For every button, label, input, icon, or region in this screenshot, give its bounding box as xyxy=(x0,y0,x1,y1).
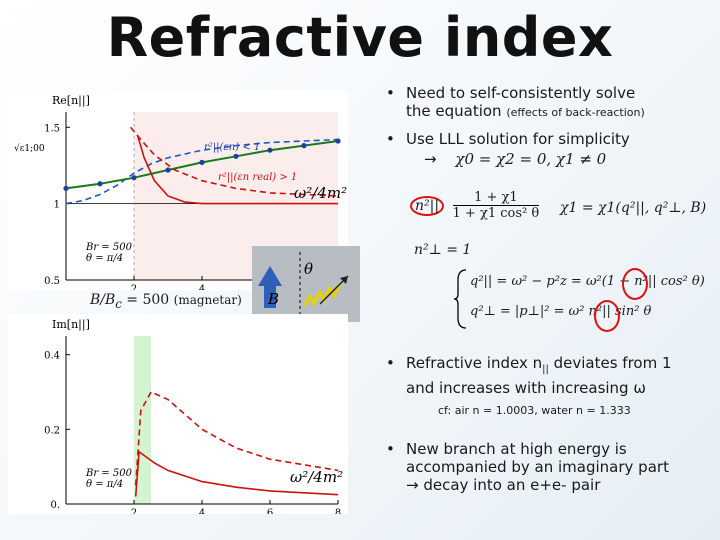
data-point xyxy=(199,159,205,165)
bullet-dot: • xyxy=(386,130,395,148)
q-parallel-eq: q²|| = ω² − p²z = ω²(1 − n²|| cos² θ) xyxy=(470,274,705,289)
field-caption: B/Bc = 500 (magnetar) xyxy=(90,292,242,311)
x-tick-label: 6 xyxy=(267,508,273,514)
n-parallel-numerator: 1 + χ1 xyxy=(452,190,540,206)
x-tick-label: 2 xyxy=(131,508,137,514)
system-brace-icon xyxy=(454,269,467,329)
highlight-circle-2 xyxy=(594,300,620,332)
q-perp-eq: q²⊥ = |p⊥|² = ω² n²|| sin² θ xyxy=(470,304,652,319)
omega-annotation: ω²/4m² xyxy=(290,468,343,486)
y-tick-label: 1 xyxy=(54,200,60,211)
series-line-3 xyxy=(129,126,339,197)
param-label: θ = π/4 xyxy=(86,253,123,264)
comparison-note: cf: air n = 1.0003, water n = 1.333 xyxy=(438,404,631,417)
q-system: q²|| = ω² − p²z = ω²(1 − n²|| cos² θ) q²… xyxy=(454,268,705,332)
bullet-lll: • Use LLL solution for simplicity xyxy=(386,130,706,148)
bullet-self-consistent: • Need to self-consistently solve the eq… xyxy=(386,84,706,122)
y-tick-label: 0.4 xyxy=(44,351,60,362)
legend-entry-2: r²||(εn real) > 1 xyxy=(218,172,297,183)
y-tick-label: 0.5 xyxy=(44,276,60,287)
photon-wave-icon xyxy=(302,283,342,308)
bullet2-text: Use LLL solution for simplicity xyxy=(406,130,630,148)
x-tick-label: 2 xyxy=(131,284,137,290)
bullet4-line2: accompanied by an imaginary part xyxy=(406,458,669,476)
bullet1-small: (effects of back-reaction) xyxy=(506,106,645,119)
caption-eq: = 500 xyxy=(121,292,170,308)
field-diagram: B θ xyxy=(252,246,360,322)
b-field-arrow xyxy=(258,266,282,308)
data-point xyxy=(335,138,341,144)
param-label: Br = 500 xyxy=(85,468,133,479)
chi-condition-eq: χ0 = χ2 = 0, χ1 ≠ 0 xyxy=(455,150,607,168)
bullet3-line2: and increases with increasing ω xyxy=(406,379,646,397)
param-label: θ = π/4 xyxy=(86,479,123,490)
data-point xyxy=(267,147,273,153)
x-tick-label: 4 xyxy=(199,508,205,514)
series-line-2 xyxy=(136,134,338,205)
bullet3-line1: Refractive index n xyxy=(406,354,543,372)
y-axis-label: Im[n||] xyxy=(52,318,90,332)
param-label: Br = 500 xyxy=(85,242,133,253)
highlight-circle-1 xyxy=(622,268,648,300)
bullet-dot: • xyxy=(386,84,395,102)
photon-arrowhead-icon xyxy=(340,276,348,284)
series-line-0 xyxy=(134,450,339,497)
implies-arrow-icon: → xyxy=(424,150,437,168)
data-point xyxy=(63,185,69,191)
caption-field: B/B xyxy=(90,292,116,308)
bullet1-line2: the equation xyxy=(406,102,502,120)
x-tick-label: 8 xyxy=(335,508,341,514)
bullet1-line1: Need to self-consistently solve xyxy=(406,84,636,102)
data-point xyxy=(233,153,239,159)
n-parallel-denominator: 1 + χ1 cos² θ xyxy=(452,206,540,221)
bullet3-line1b: deviates from 1 xyxy=(548,354,672,372)
bullet-dot: • xyxy=(386,440,395,458)
caption-sub: c xyxy=(115,296,122,311)
y-tick-label: 0. xyxy=(50,500,60,511)
n-parallel-lhs: n²|| xyxy=(410,195,445,216)
bullet3-sub: || xyxy=(542,364,549,375)
field-diagram-svg xyxy=(258,252,349,316)
bullet-refractive: • Refractive index n|| deviates from 1 a… xyxy=(386,354,706,397)
caption-note: (magnetar) xyxy=(173,293,242,307)
data-point xyxy=(301,143,307,149)
data-point xyxy=(131,175,137,181)
y-axis-label: Re[n||] xyxy=(52,94,90,108)
bullet-new-branch: • New branch at high energy is accompani… xyxy=(386,440,706,494)
n-perp-eq: n²⊥ = 1 xyxy=(414,242,472,258)
data-point xyxy=(97,181,103,187)
im-n-plot: Im[n||] 0.4 0.2 0. 2 4 6 8 ω²/4m² Br = 500 θ = π/4 xyxy=(8,314,348,514)
slide-title: Refractive index xyxy=(106,6,614,69)
chi1-definition: χ1 = χ1(q²||, q²⊥, B) xyxy=(560,200,707,216)
y-tick-label: 1.5 xyxy=(44,123,60,134)
special-tick-label: √ε1;00 xyxy=(14,143,45,154)
b-label: B xyxy=(268,290,280,308)
x-tick-label: 4 xyxy=(199,284,205,290)
bullet4-line3: → decay into an e+e- pair xyxy=(406,476,601,494)
bullet-dot: • xyxy=(386,354,395,372)
bullet4-line1: New branch at high energy is xyxy=(406,440,627,458)
omega-annotation: ω²/4m² xyxy=(294,184,347,202)
chi-condition: → χ0 = χ2 = 0, χ1 ≠ 0 xyxy=(424,150,606,168)
series-line-1 xyxy=(134,390,339,486)
n-parallel-eq: n²|| 1 + χ1 1 + χ1 cos² θ xyxy=(410,190,540,221)
theta-label: θ xyxy=(304,260,314,278)
series-line-0 xyxy=(65,138,339,205)
data-point xyxy=(165,167,171,173)
y-tick-label: 0.2 xyxy=(44,425,60,436)
legend-entry-1: r²||(εn) < 1 xyxy=(204,142,260,153)
